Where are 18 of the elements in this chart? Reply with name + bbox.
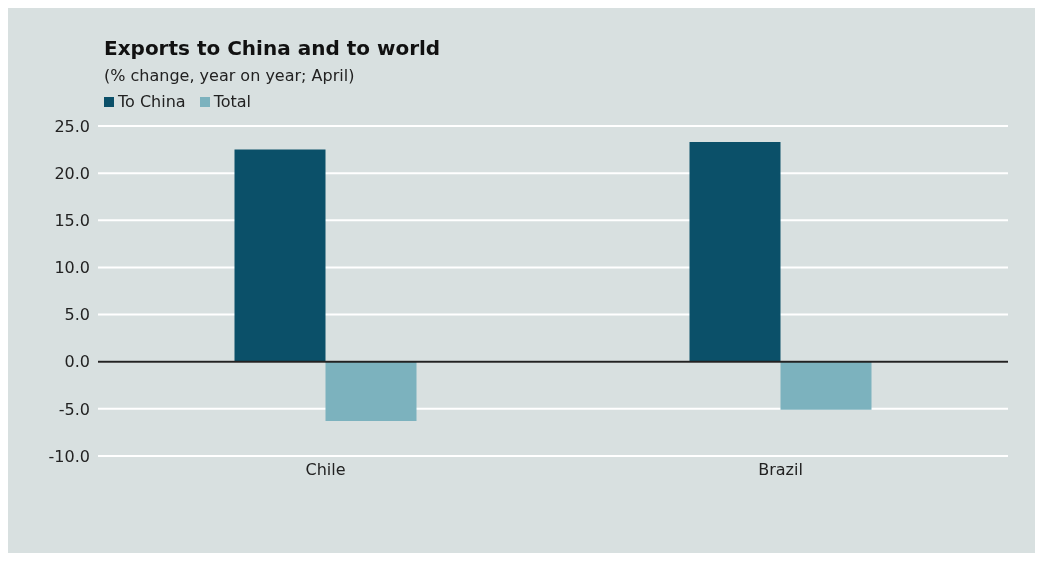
y-tick-label: 5.0 [64,305,90,325]
y-tick-label: 10.0 [54,258,90,278]
y-tick-label: 25.0 [54,116,90,136]
y-tick-label: -5.0 [58,399,90,419]
chart-title: Exports to China and to world [104,36,441,60]
bar [325,361,417,422]
bar [234,149,326,362]
legend-label: Total [212,92,252,111]
y-tick-label: -10.0 [48,446,90,466]
bar [780,361,872,410]
bar [689,142,781,362]
legend-label: To China [117,92,186,111]
y-tick-label: 20.0 [54,163,90,183]
chart-subtitle: (% change, year on year; April) [104,66,355,85]
x-tick-label: Brazil [758,460,803,480]
x-tick-label: Chile [305,460,346,480]
y-tick-label: 15.0 [54,210,90,230]
y-tick-label: 0.0 [64,352,90,372]
